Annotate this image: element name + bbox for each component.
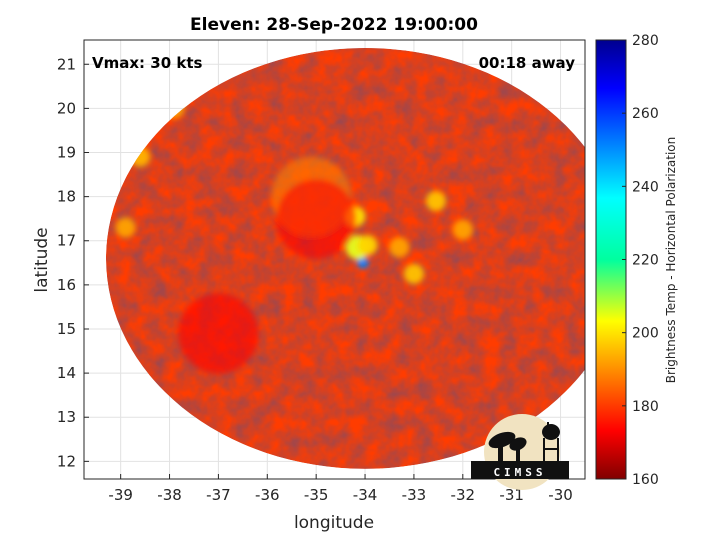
x-tick-label: -35: [304, 486, 329, 504]
y-tick-label: 15: [57, 320, 76, 338]
x-tick-label: -31: [499, 486, 524, 504]
x-tick-label: -34: [353, 486, 378, 504]
x-tick-label: -37: [206, 486, 231, 504]
colorbar-tick-label: 240: [632, 179, 659, 195]
y-tick-label: 18: [57, 188, 76, 206]
disk-features: [115, 98, 473, 374]
satellite-dish-icon: [488, 431, 527, 462]
colorbar-tick-label: 180: [632, 399, 659, 415]
y-tick-label: 16: [57, 276, 76, 294]
y-axis-label: latitude: [32, 227, 52, 292]
plot-frame: [83, 39, 586, 480]
plot-area: -39 -38 -37 -36 -35 -34 -33 -32 -31 -30 12 13 14 15 16…: [57, 39, 586, 504]
colorbar-ticks: 160 180 200 220 240 260 280: [622, 33, 659, 488]
chart-title: Eleven: 28-Sep-2022 19:00:00: [190, 15, 478, 35]
logo-text: CIMSS: [493, 466, 546, 479]
x-tick-label: -38: [157, 486, 182, 504]
brightness-feature: [425, 191, 446, 212]
y-tick-label: 19: [57, 144, 76, 162]
microwave-disk: [105, 47, 585, 469]
disk-texture: [105, 47, 585, 469]
x-tick-label: -33: [402, 486, 427, 504]
colorbar-tick-label: 160: [632, 472, 659, 488]
brightness-feature: [357, 235, 378, 256]
brightness-feature: [356, 256, 369, 269]
y-tick-label: 20: [57, 99, 76, 117]
time-away-annotation: 00:18 away: [479, 54, 576, 72]
y-tick-label: 12: [57, 452, 76, 470]
brightness-feature: [389, 237, 410, 258]
colorbar: 160 180 200 220 240 260 280 Brightness Temp - …: [595, 33, 678, 488]
x-tick-label: -39: [108, 486, 133, 504]
axis-ticks: -39 -38 -37 -36 -35 -34 -33 -32 -31 -30 12 13 14 15 16…: [57, 55, 573, 504]
water-tower-icon: [542, 422, 560, 462]
colorbar-label: Brightness Temp - Horizontal Polarizatio…: [664, 137, 678, 384]
disk-content: [105, 47, 585, 469]
y-tick-label: 21: [57, 55, 76, 73]
x-tick-label: -36: [255, 486, 280, 504]
colorbar-tick-label: 260: [632, 106, 659, 122]
y-tick-label: 13: [57, 408, 76, 426]
brightness-feature: [276, 178, 357, 259]
colorbar-tick-label: 220: [632, 253, 659, 269]
brightness-feature: [115, 217, 136, 238]
vmax-annotation: Vmax: 30 kts: [92, 54, 202, 72]
x-axis-label: longitude: [294, 513, 374, 533]
brightness-feature: [452, 219, 473, 240]
cimss-logo: CIMSS: [471, 414, 569, 490]
brightness-feature: [178, 293, 259, 374]
y-tick-label: 14: [57, 364, 76, 382]
x-tick-label: -30: [548, 486, 573, 504]
brightness-feature: [403, 263, 424, 284]
colorbar-gradient: [595, 39, 627, 480]
colorbar-tick-label: 200: [632, 326, 659, 342]
colorbar-tick-label: 280: [632, 33, 659, 49]
logo-band: [471, 461, 569, 479]
x-tick-label: -32: [451, 486, 476, 504]
y-tick-label: 17: [57, 232, 76, 250]
